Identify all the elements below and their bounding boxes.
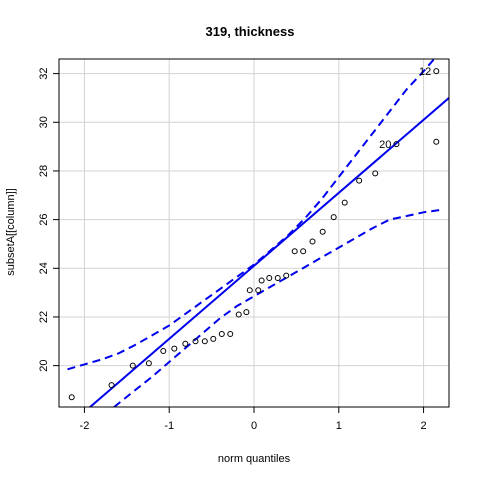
data-point: [218, 330, 225, 337]
data-point: [309, 238, 316, 245]
data-point: [319, 228, 326, 235]
y-tick-label: 22: [38, 311, 50, 323]
data-point: [243, 309, 250, 316]
y-tick-label: 26: [38, 213, 50, 225]
data-point: [258, 277, 265, 284]
point-label: 12: [419, 66, 431, 78]
data-point: [201, 338, 208, 345]
data-point: [255, 287, 262, 294]
data-point: [145, 360, 152, 367]
y-axis-label: subsetA[[column]]: [5, 188, 17, 275]
chart-title: 319, thickness: [206, 24, 295, 39]
axes: -2 -1 0 1 2 20 22 24 26 28 30 32: [38, 67, 427, 432]
x-axis-label: norm quantiles: [218, 453, 291, 465]
data-point: [108, 382, 115, 389]
x-tick-label: -1: [164, 420, 174, 432]
data-point: [210, 335, 217, 342]
data-point: [433, 68, 440, 75]
data-point: [274, 275, 281, 282]
data-point: [341, 199, 348, 206]
data-point: [300, 248, 307, 255]
data-point: [372, 170, 379, 177]
data-point: [356, 177, 363, 184]
data-point: [129, 362, 136, 369]
x-tick-label: 1: [336, 420, 342, 432]
y-tick-label: 30: [38, 116, 50, 128]
data-point: [393, 141, 400, 148]
x-tick-label: -2: [80, 420, 90, 432]
upper-confidence-band: [67, 59, 436, 371]
x-tick-label: 0: [251, 420, 257, 432]
data-point: [160, 348, 167, 355]
point-label: 20: [379, 139, 391, 151]
y-tick-label: 20: [38, 360, 50, 372]
data-point: [227, 330, 234, 337]
data-point: [68, 394, 75, 401]
data-point: [235, 311, 242, 318]
y-tick-label: 24: [38, 262, 50, 274]
grid: [59, 59, 449, 407]
data-point: [192, 338, 199, 345]
data-point: [266, 275, 273, 282]
data-point: [283, 272, 290, 279]
y-tick-label: 32: [38, 67, 50, 79]
data-point: [246, 287, 253, 294]
reference-line: [88, 97, 449, 407]
x-tick-label: 2: [421, 420, 427, 432]
y-tick-label: 28: [38, 165, 50, 177]
data-point: [291, 248, 298, 255]
data-point: [330, 214, 337, 221]
lower-confidence-band: [113, 208, 441, 407]
data-point: [433, 138, 440, 145]
data-point: [171, 345, 178, 352]
data-point: [182, 340, 189, 347]
